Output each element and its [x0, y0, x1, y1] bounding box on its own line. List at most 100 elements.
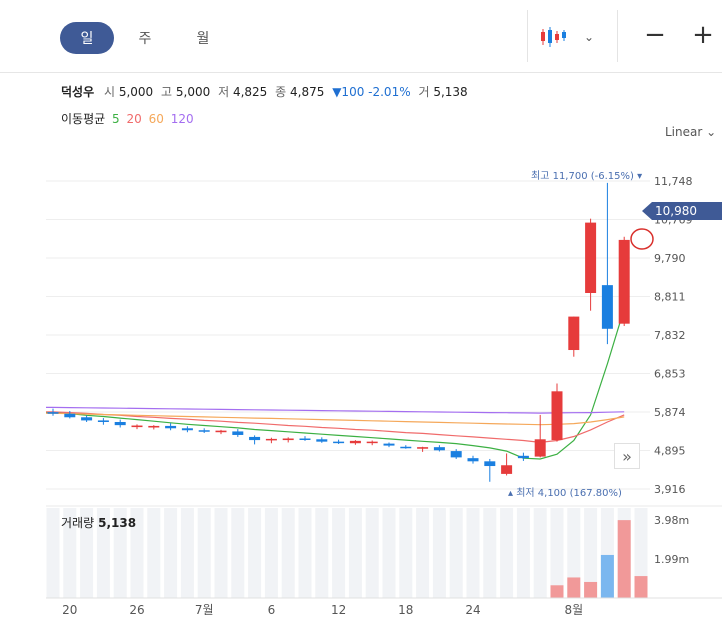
candle-body	[47, 412, 59, 414]
price-tick-label: 6,853	[654, 368, 686, 381]
candle	[249, 435, 261, 445]
volume-bar	[567, 577, 581, 598]
candle	[467, 455, 479, 464]
open-label: 시	[103, 85, 115, 99]
low-annotation: ▴ 최저 4,100 (167.80%)	[508, 487, 622, 499]
volume-bar	[550, 585, 564, 598]
volume-bar-bg	[46, 508, 60, 598]
candle-body	[534, 439, 546, 457]
scale-label: Linear	[665, 125, 703, 139]
candle-body	[383, 443, 395, 446]
open-value: 5,000	[118, 85, 154, 99]
tab-week[interactable]: 주	[138, 31, 152, 47]
high-annotation: 최고 11,700 (-6.15%) ▾	[531, 170, 642, 182]
candle-body	[467, 458, 479, 462]
toolbar-divider	[527, 10, 528, 62]
ma-label: 이동평균	[61, 112, 106, 126]
date-tick-label: 8월	[564, 603, 583, 617]
candle	[433, 445, 445, 452]
candle-body	[517, 455, 529, 459]
date-tick-label: 20	[62, 603, 77, 617]
candle	[450, 449, 462, 459]
moving-average-legend: 이동평균 5 20 60 120	[61, 110, 197, 127]
candle	[349, 440, 361, 445]
volume-bar-bg	[281, 508, 295, 598]
stock-summary: 덕성우 시 5,000 고 5,000 저 4,825 종 4,875 ▼100…	[61, 83, 472, 100]
candle	[265, 437, 277, 444]
ma-120-label: 120	[170, 112, 194, 126]
scale-dropdown[interactable]: Linear ⌄	[665, 125, 716, 139]
candle-body	[198, 430, 210, 432]
volume-bar-bg	[197, 508, 211, 598]
volume-bar	[634, 576, 648, 598]
price-tick-label: 4,895	[654, 445, 686, 458]
candle-body	[232, 431, 244, 435]
candle-body	[64, 413, 76, 418]
candle	[316, 437, 328, 443]
period-tabs: 일 주 월	[60, 22, 234, 54]
candle-body	[299, 438, 311, 441]
volume-bar-bg	[533, 508, 547, 598]
candle	[215, 429, 227, 435]
close-label: 종	[275, 85, 287, 99]
volume-bar-bg	[466, 508, 480, 598]
candle-body	[97, 420, 109, 422]
volume-panel-title: 거래량	[61, 516, 95, 530]
candle	[601, 182, 613, 345]
current-price-tag: 10,980	[642, 202, 722, 220]
candle-body	[601, 285, 613, 329]
volume-bar-bg	[264, 508, 278, 598]
zoom-in-button[interactable]: +	[692, 20, 714, 50]
volume-tick-label: 1.99m	[654, 553, 689, 566]
candle	[551, 383, 563, 442]
scroll-to-latest-button[interactable]: »	[614, 443, 640, 469]
volume-bar-bg	[180, 508, 194, 598]
candle-body	[165, 425, 177, 429]
volume-bar-bg	[113, 508, 127, 598]
candle-body	[568, 316, 580, 351]
candle-body	[114, 421, 126, 426]
ma-120-line	[46, 406, 625, 414]
candle	[501, 453, 513, 476]
chevron-down-icon: ⌄	[584, 30, 595, 44]
date-tick-label: 26	[129, 603, 144, 617]
date-tick-label: 18	[398, 603, 413, 617]
volume-bar-bg	[96, 508, 110, 598]
candlesticks	[47, 182, 630, 482]
toolbar-divider	[617, 10, 618, 62]
volume-bar-bg	[584, 508, 598, 598]
tab-month[interactable]: 월	[196, 31, 210, 47]
volume-bar-bg	[399, 508, 413, 598]
date-tick-label: 6	[268, 603, 276, 617]
candle-body	[349, 440, 361, 444]
zoom-out-button[interactable]: −	[644, 20, 666, 50]
volume-bar-bg	[567, 508, 581, 598]
candle-body	[417, 447, 429, 449]
chart-annotations: 최고 11,700 (-6.15%) ▾ ▴ 최저 4,100 (167.80%…	[508, 170, 654, 499]
candle	[383, 442, 395, 448]
volume-axis: 3.98m 1.99m	[654, 514, 689, 566]
volume-bar-bg	[634, 508, 648, 598]
volume-bar-bg	[214, 508, 228, 598]
price-axis: 11,74810,7699,7908,8117,8326,8535,8744,8…	[654, 175, 693, 496]
candle	[400, 445, 412, 449]
price-grid	[46, 180, 650, 490]
candle-body	[131, 425, 143, 428]
candlestick-icon	[541, 27, 566, 47]
candle	[97, 418, 109, 425]
candle-body	[618, 239, 630, 324]
candle-body	[148, 425, 160, 428]
price-tick-label: 8,811	[654, 291, 686, 304]
candle	[64, 410, 76, 419]
candle-body	[282, 438, 294, 441]
date-tick-label: 12	[331, 603, 346, 617]
date-axis: 20 26 7월 6 12 18 24 8월	[62, 603, 583, 617]
candle	[181, 426, 193, 433]
candle	[282, 437, 294, 443]
chart-type-dropdown[interactable]: ⌄	[540, 22, 620, 52]
candle	[534, 414, 546, 458]
volume-bar-bg	[147, 508, 161, 598]
volume-bar-bg	[416, 508, 430, 598]
tab-day[interactable]: 일	[60, 22, 114, 54]
